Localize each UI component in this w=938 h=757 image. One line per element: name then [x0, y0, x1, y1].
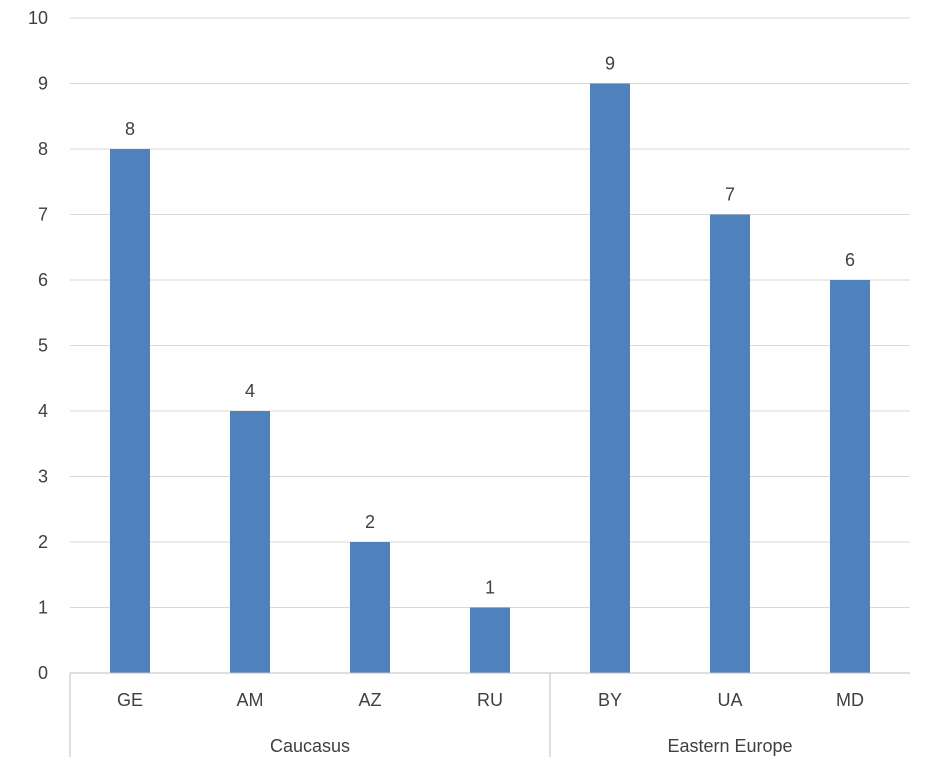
axes	[69, 672, 910, 757]
y-tick-label: 2	[38, 532, 48, 552]
data-label-az: 2	[365, 512, 375, 532]
y-tick-label: 6	[38, 270, 48, 290]
x-category-label: GE	[117, 690, 143, 710]
x-category-label: AM	[237, 690, 264, 710]
data-label-am: 4	[245, 381, 255, 401]
bar-by	[590, 83, 630, 673]
bar-am	[230, 411, 270, 673]
x-category-label: UA	[717, 690, 742, 710]
gridlines	[70, 17, 910, 608]
bar-ru	[470, 607, 510, 673]
y-tick-label: 10	[28, 8, 48, 28]
x-category-label: BY	[598, 690, 622, 710]
y-tick-label: 8	[38, 139, 48, 159]
bar-ge	[110, 149, 150, 673]
x-category-label: AZ	[358, 690, 381, 710]
bar-az	[350, 542, 390, 673]
data-label-md: 6	[845, 250, 855, 270]
bar-md	[830, 280, 870, 673]
y-tick-label: 0	[38, 663, 48, 683]
labels: 0 1 2 3 4 5 6 7 8 9 10 8 GE 4 AM 2 AZ 1 RU 9 BY 7 UA 6 MD Caucasu…	[28, 8, 864, 756]
x-group-label: Caucasus	[270, 736, 350, 756]
data-label-ge: 8	[125, 119, 135, 139]
y-tick-label: 1	[38, 598, 48, 618]
y-tick-label: 5	[38, 336, 48, 356]
y-tick-label: 7	[38, 205, 48, 225]
y-tick-label: 9	[38, 74, 48, 94]
x-category-label: MD	[836, 690, 864, 710]
y-tick-label: 4	[38, 401, 48, 421]
data-label-ru: 1	[485, 578, 495, 598]
data-label-ua: 7	[725, 185, 735, 205]
bar-ua	[710, 214, 750, 673]
x-category-label: RU	[477, 690, 503, 710]
x-group-label: Eastern Europe	[667, 736, 792, 756]
bars	[110, 83, 870, 673]
data-label-by: 9	[605, 54, 615, 74]
y-tick-label: 3	[38, 467, 48, 487]
